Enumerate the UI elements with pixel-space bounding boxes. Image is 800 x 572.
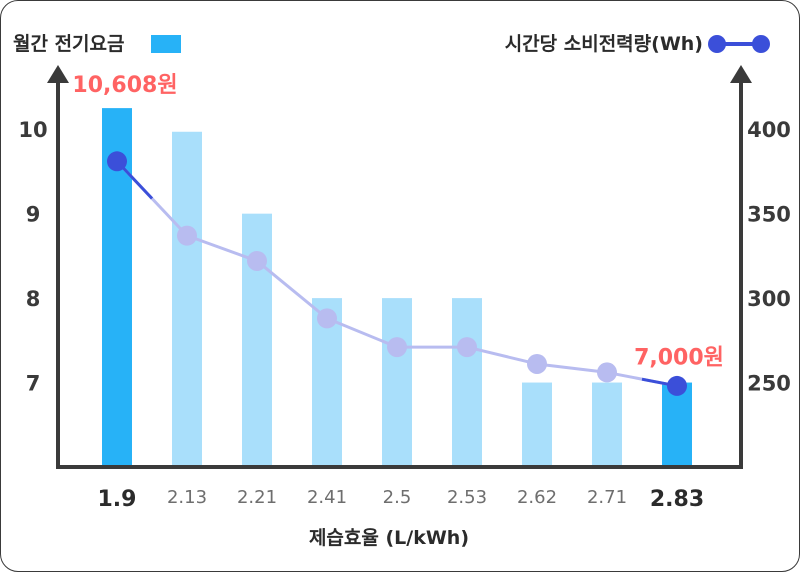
line-point-1.9 (107, 151, 127, 172)
y-left-tick-label: 9 (26, 203, 41, 227)
line-segment (186, 234, 258, 263)
value-annotation: 7,000원 (634, 346, 724, 371)
bar-2.83 (662, 382, 692, 467)
legend-line-marker (708, 35, 726, 53)
line-point-2.13 (177, 225, 197, 246)
y-axis-left-arrow (47, 65, 69, 83)
x-tick-label: 2.21 (237, 487, 277, 508)
x-tick-label: 2.62 (517, 487, 557, 508)
x-tick-label: 2.5 (383, 487, 412, 508)
line-segment (326, 316, 398, 349)
x-tick-label: 2.71 (587, 487, 627, 508)
x-tick-label: 2.83 (650, 487, 704, 512)
line-point-2.62 (527, 353, 547, 374)
y-right-tick-label: 350 (747, 203, 791, 227)
line-point-2.71 (597, 362, 617, 383)
bar-2.5 (382, 298, 412, 467)
x-tick-label: 1.9 (98, 487, 137, 512)
bar-2.53 (452, 298, 482, 467)
x-tick-label: 2.13 (167, 487, 207, 508)
y-left-tick-label: 7 (26, 372, 41, 396)
y-left-tick-label: 10 (18, 118, 47, 142)
line-point-2.83 (667, 375, 687, 396)
line-point-2.21 (247, 250, 267, 271)
legend-bar-label: 월간 전기요금 (13, 33, 125, 55)
bar-2.62 (522, 382, 552, 467)
legend-bar-swatch (151, 35, 181, 53)
x-tick-label: 2.53 (447, 487, 487, 508)
line-point-2.5 (387, 337, 407, 358)
line-segment (256, 259, 328, 320)
y-axis-right-arrow (730, 65, 752, 83)
line-segment (536, 362, 608, 374)
value-annotation: 10,608원 (72, 73, 177, 98)
y-left-tick-label: 8 (26, 287, 41, 311)
line-point-2.53 (457, 337, 477, 358)
y-right-tick-label: 300 (747, 287, 791, 311)
line-segment (466, 345, 538, 366)
legend-line-label: 시간당 소비전력량(Wh) (505, 33, 703, 55)
x-tick-label: 2.41 (307, 487, 347, 508)
legend-line-marker (752, 35, 770, 53)
y-right-tick-label: 400 (747, 118, 791, 142)
line-point-2.41 (317, 308, 337, 329)
bar-2.13 (172, 131, 202, 467)
bar-2.71 (592, 382, 622, 467)
x-axis-label: 제습효율 (L/kWh) (309, 527, 469, 549)
y-right-tick-label: 250 (747, 372, 791, 396)
